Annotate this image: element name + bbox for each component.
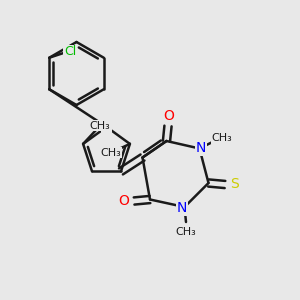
Text: CH₃: CH₃ xyxy=(176,226,197,237)
Text: CH₃: CH₃ xyxy=(212,133,233,143)
Text: O: O xyxy=(164,109,174,122)
Text: N: N xyxy=(196,141,206,155)
Text: CH₃: CH₃ xyxy=(100,148,122,158)
Text: Cl: Cl xyxy=(64,45,76,58)
Text: N: N xyxy=(101,120,112,134)
Text: S: S xyxy=(230,178,239,191)
Text: O: O xyxy=(118,194,129,208)
Text: CH₃: CH₃ xyxy=(89,121,110,131)
Text: N: N xyxy=(177,202,187,215)
